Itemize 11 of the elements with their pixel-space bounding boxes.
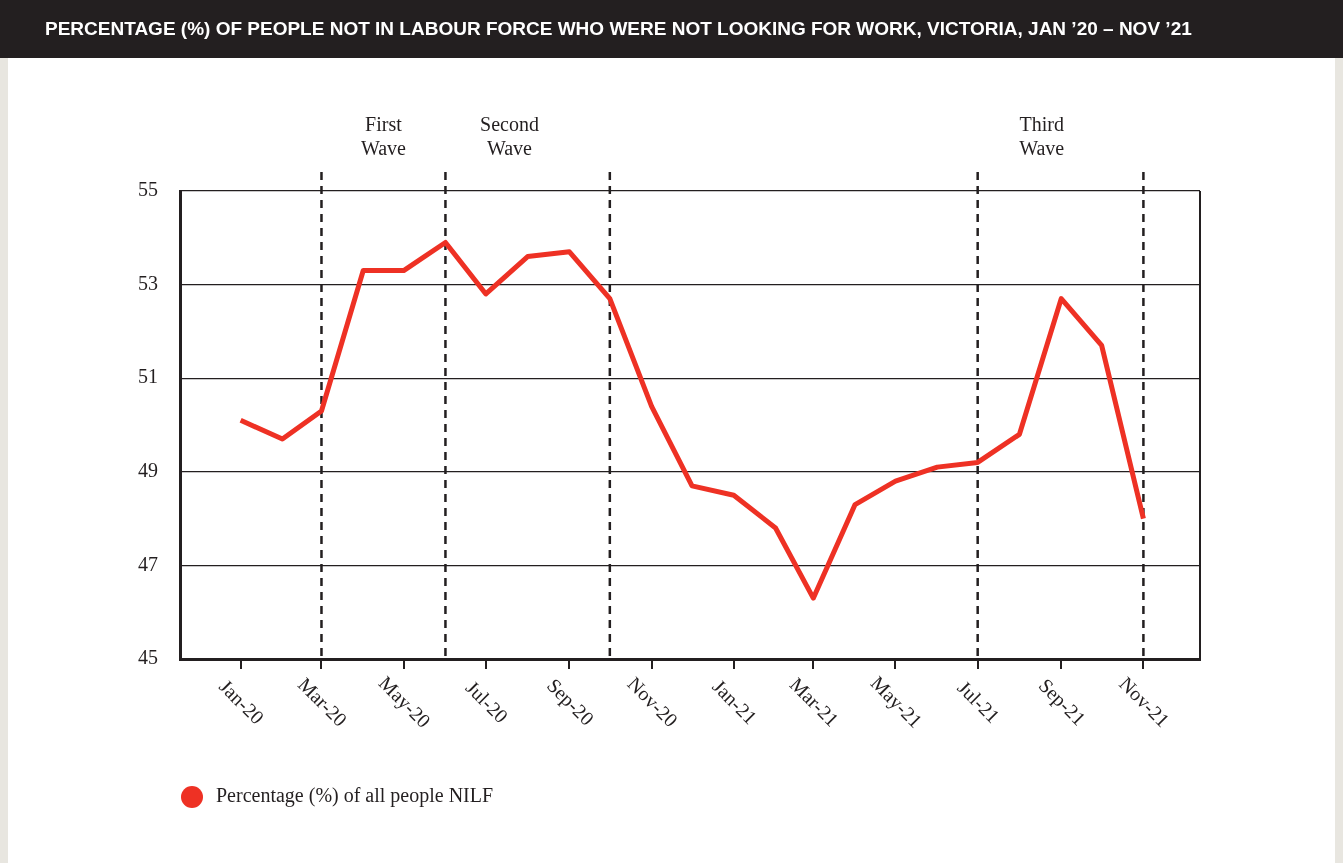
y-tick-label: 55: [138, 178, 158, 201]
ref-line-label: First Wave: [360, 113, 407, 159]
legend-label: Percentage (%) of all people NILF: [216, 784, 494, 808]
y-tick-label: 53: [138, 271, 158, 294]
y-tick-label: 51: [138, 365, 158, 388]
y-tick-label: 45: [138, 646, 158, 669]
ref-line-label: Second Wave: [480, 113, 539, 159]
y-tick-label: 49: [138, 459, 158, 482]
ref-line-label: Third Wave: [1019, 113, 1065, 159]
y-tick-label: 47: [138, 552, 158, 575]
chart-title: PERCENTAGE (%) OF PEOPLE NOT IN LABOUR FORCE WHO WERE NOT LOOKING FOR WORK, VICTORIA, JAN ’20 – NOV ’21: [0, 0, 1343, 58]
